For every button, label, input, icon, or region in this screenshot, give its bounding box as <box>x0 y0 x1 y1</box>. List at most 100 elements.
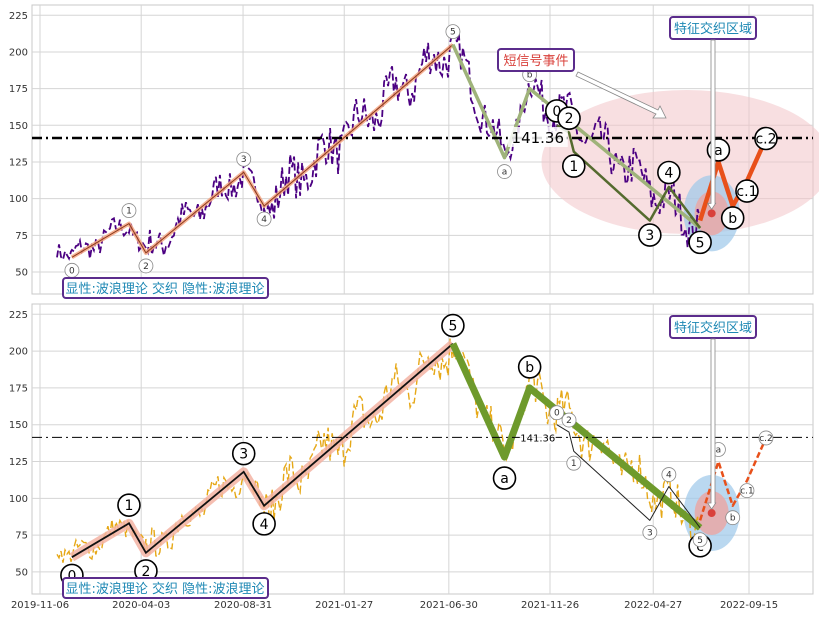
wave-label-circle <box>117 493 141 517</box>
wave-label: a <box>714 143 723 159</box>
wave-label: 3 <box>241 155 247 165</box>
wave-label: 3 <box>239 447 248 463</box>
info-box-frame <box>62 577 269 599</box>
wave-label: 3 <box>645 228 654 244</box>
signal-box-frame <box>497 48 575 72</box>
chart-panel-bottom: 5075100125150175200225141.36012345abc021… <box>9 303 814 599</box>
wave-label-circle <box>642 524 658 540</box>
wave-label: 4 <box>261 215 267 225</box>
y-tick-label: 100 <box>9 494 28 505</box>
wave-label: 5 <box>448 319 457 335</box>
info-box-text: 显性:波浪理论 交织 隐性:波浪理论 <box>65 581 264 597</box>
feature-box-text: 特征交织区域 <box>674 320 752 336</box>
y-tick-label: 175 <box>9 84 28 95</box>
plot-area <box>31 303 814 595</box>
wave-label: 1 <box>571 459 577 469</box>
target-zone-center <box>707 509 716 518</box>
wave-label: 4 <box>260 517 269 533</box>
wave-label-circle <box>692 532 708 548</box>
wave-label-circle <box>657 160 681 185</box>
wave-label-circle <box>661 467 677 482</box>
impulse-wave-line <box>71 44 454 258</box>
x-tick-label: 2020-08-31 <box>214 600 272 611</box>
y-tick-label: 125 <box>9 157 28 168</box>
correction-wave-line <box>449 342 703 531</box>
wave-label-circle <box>256 211 272 227</box>
signal-box-text: 短信号事件 <box>503 54 568 69</box>
wave-label-circle <box>758 430 774 446</box>
wave-label-circle <box>735 179 759 203</box>
wave-label-circle <box>445 24 461 40</box>
wave-label-circle <box>441 313 465 338</box>
wave-label: b <box>730 514 736 524</box>
y-tick-label: 75 <box>15 531 28 542</box>
impulse-wave-line <box>71 343 454 558</box>
y-tick-label: 200 <box>9 47 28 58</box>
wave-label-circle <box>720 206 745 230</box>
feature-box-frame <box>669 16 757 40</box>
feature-region-box: 特征交织区域 <box>669 16 757 40</box>
wave-label: c.2 <box>755 131 776 147</box>
level-label-bg <box>507 126 568 147</box>
wave-label: c.1 <box>740 487 754 497</box>
wave-label-circle <box>497 164 512 179</box>
wave-label-circle <box>725 510 741 526</box>
info-box-text: 显性:波浪理论 交织 隐性:波浪理论 <box>65 281 264 297</box>
feature-box-frame <box>669 315 757 339</box>
wave-label: 1 <box>569 159 578 175</box>
wave-label: 2 <box>566 416 572 426</box>
sub-wave-line <box>556 424 701 529</box>
feature-box-text: 特征交织区域 <box>674 21 752 37</box>
wave-label-circle <box>492 466 517 490</box>
y-tick-label: 225 <box>9 11 28 22</box>
wave-label: b <box>527 71 533 81</box>
wave-label: 0 <box>69 266 75 276</box>
wave-label-circle <box>236 151 252 167</box>
feature-region-box: 特征交织区域 <box>669 315 757 339</box>
info-box: 显性:波浪理论 交织 隐性:波浪理论 <box>62 577 269 599</box>
wave-label-circle <box>688 230 712 255</box>
wave-label: 2 <box>141 564 150 580</box>
info-box: 显性:波浪理论 交织 隐性:波浪理论 <box>62 277 269 299</box>
wave-label: 1 <box>126 207 132 217</box>
level-label: 141.36 <box>520 433 555 444</box>
wave-label: c.1 <box>736 184 757 200</box>
wave-label-circle <box>754 126 778 151</box>
y-tick-label: 125 <box>9 457 28 468</box>
y-tick-label: 150 <box>9 420 28 431</box>
wave-label: a <box>716 446 722 456</box>
wave-label: a <box>500 471 509 487</box>
signal-event-box: 短信号事件 <box>497 48 575 72</box>
level-label: 141.36 <box>512 129 565 147</box>
wave-label: b <box>728 211 737 227</box>
wave-label-circle <box>557 106 581 131</box>
x-tick-label: 2022-09-15 <box>720 600 778 611</box>
wave-label-circle <box>121 203 137 218</box>
feature-arrow <box>706 338 717 510</box>
y-tick-label: 50 <box>15 567 28 578</box>
target-zone-center <box>707 209 716 218</box>
y-tick-label: 225 <box>9 310 28 321</box>
wave-label-circle <box>566 455 582 471</box>
x-tick-label: 2022-04-27 <box>624 600 682 611</box>
wave-label: 1 <box>125 498 134 514</box>
x-tick-label: 2019-11-06 <box>11 600 69 611</box>
wave-label-circle <box>231 441 256 466</box>
wave-label-circle <box>517 355 542 379</box>
wave-label-circle <box>561 154 586 178</box>
y-tick-label: 75 <box>15 231 28 242</box>
wave-label-circle <box>549 405 565 421</box>
x-tick-label: 2020-04-03 <box>112 600 170 611</box>
wave-label-circle <box>561 412 577 428</box>
price-series <box>56 338 701 563</box>
wave-label: 3 <box>647 528 653 538</box>
wave-label-circle <box>739 483 755 499</box>
wave-label-circle <box>252 512 276 536</box>
wave-label: c.2 <box>759 434 773 444</box>
wave-label: a <box>502 168 508 178</box>
y-tick-label: 150 <box>9 121 28 132</box>
chart-panel-top: 5075100125150175200225141.36012345abc021… <box>9 4 819 299</box>
wave-label: 2 <box>143 262 149 272</box>
wave-label: 5 <box>697 536 703 546</box>
level-label-bg <box>519 431 556 444</box>
